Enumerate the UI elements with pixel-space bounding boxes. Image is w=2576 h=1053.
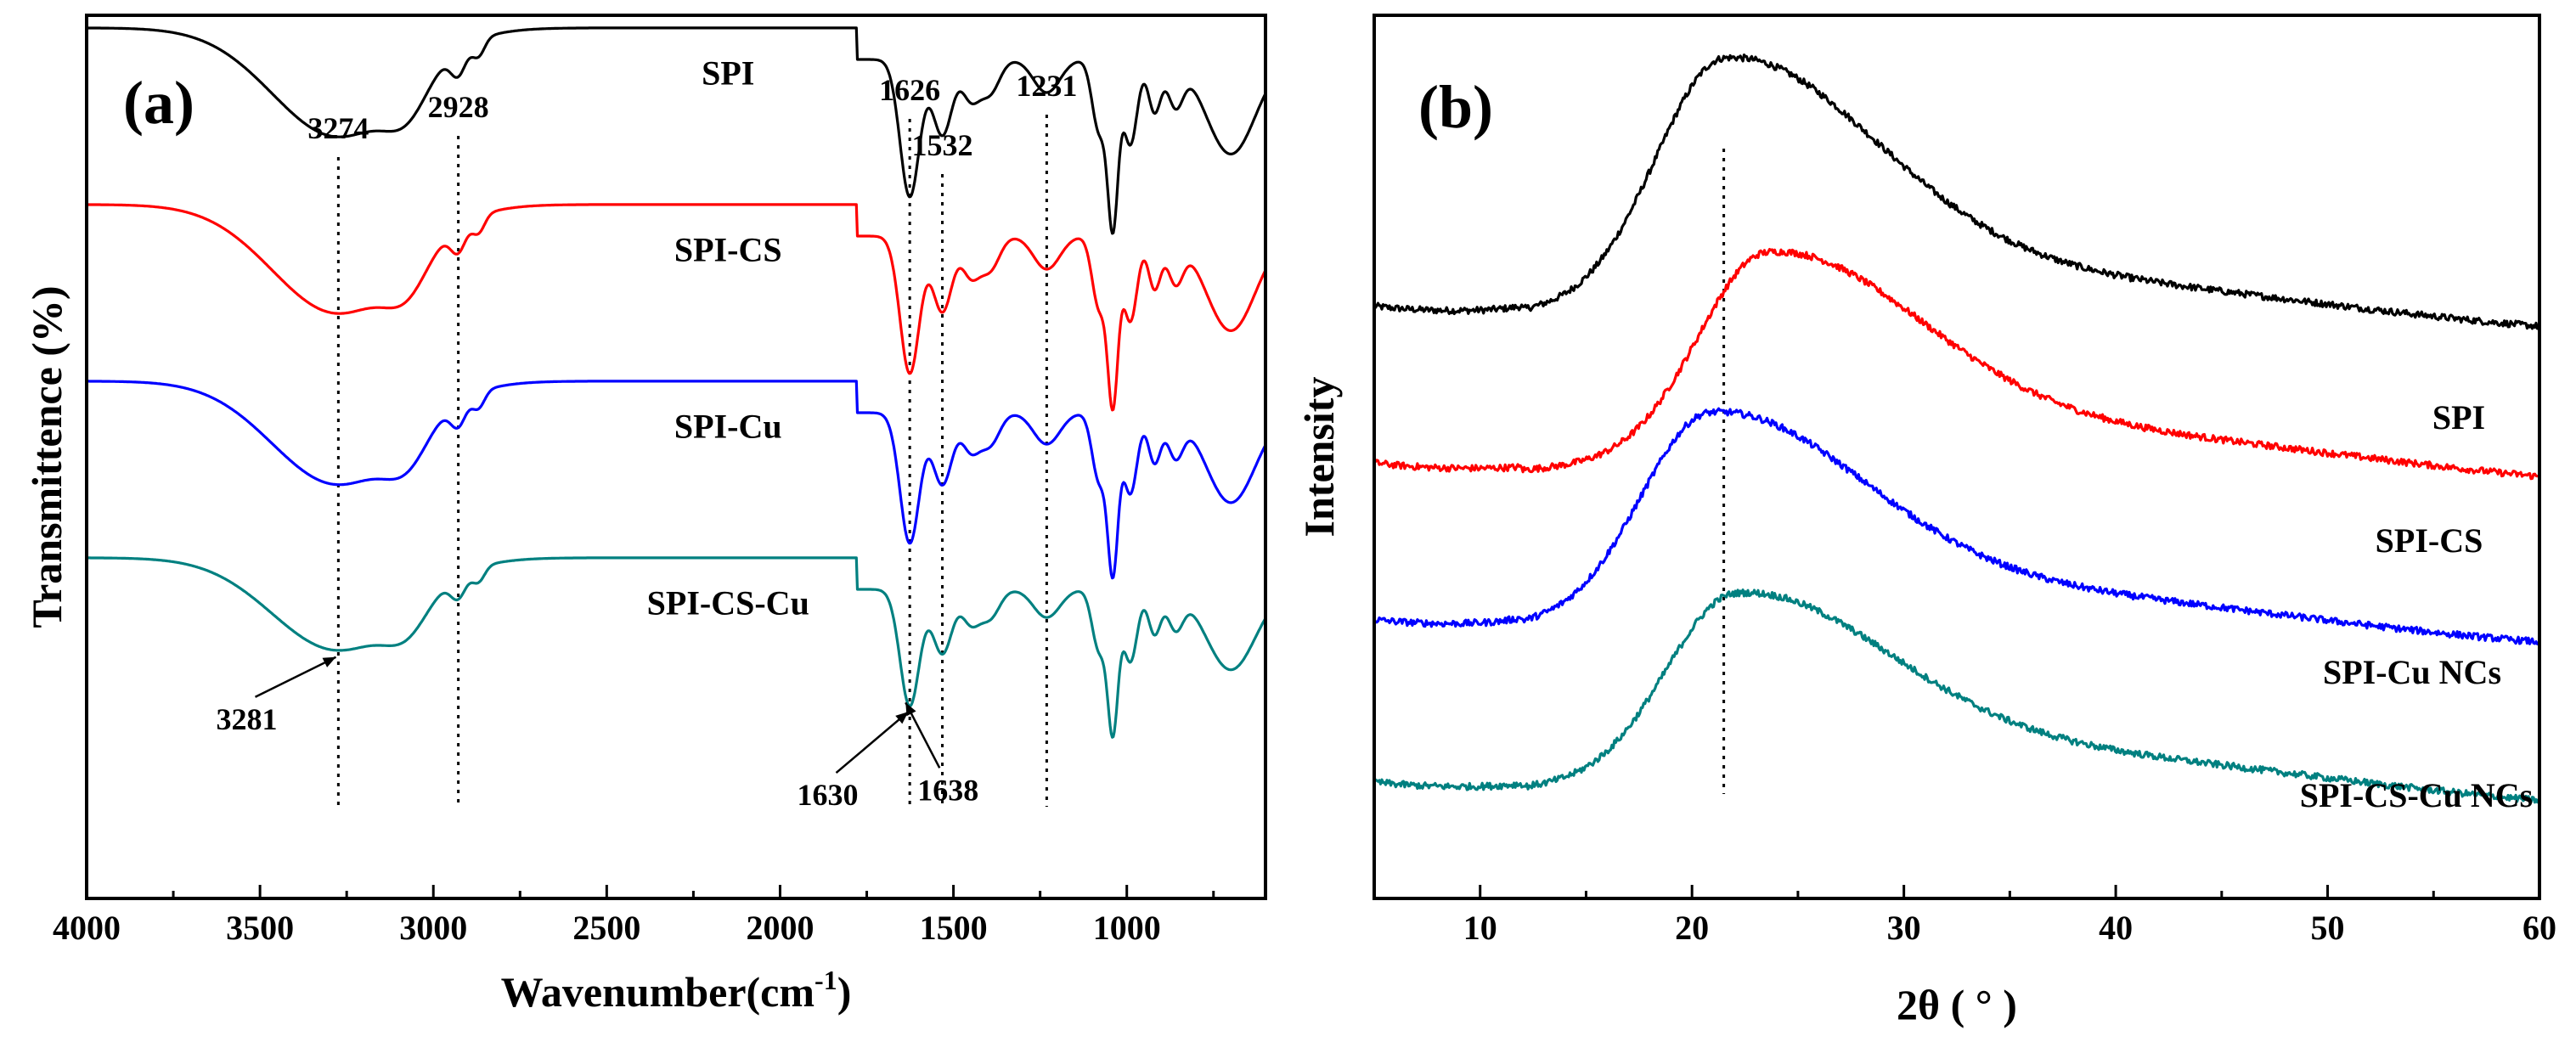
ftir-refline-label-1231: 1231 bbox=[1016, 69, 1077, 103]
ftir-x-tick-label-3000: 3000 bbox=[399, 909, 467, 947]
ftir-x-tick-label-1500: 1500 bbox=[920, 909, 988, 947]
xrd-series-label-spi-cu-ncs: SPI-Cu NCs bbox=[2323, 653, 2501, 691]
ftir-series-label-spi-cs: SPI-CS bbox=[674, 231, 782, 269]
ftir-curve-spi-cs bbox=[86, 203, 1267, 412]
xrd-x-tick-label-10: 10 bbox=[1463, 909, 1497, 947]
ftir-x-tick-label-4000: 4000 bbox=[53, 909, 121, 947]
ftir-series-label-spi: SPI bbox=[702, 54, 754, 93]
ftir-refline-label-3274: 3274 bbox=[307, 111, 369, 145]
xrd-curve-spi-cs bbox=[1373, 248, 2539, 481]
panel-b: (b) SPI SPI-CS SPI-Cu NCs SPI-CS-Cu NCs 10 2… bbox=[1295, 14, 2556, 1028]
xrd-series-label-spi-cs: SPI-CS bbox=[2376, 521, 2483, 560]
panel-a-label: (a) bbox=[123, 69, 194, 137]
xrd-x-tick-label-50: 50 bbox=[2311, 909, 2345, 947]
ftir-arrow-3281 bbox=[254, 656, 337, 698]
ftir-refline-label-1626: 1626 bbox=[879, 73, 940, 107]
ftir-arrowhead-1638 bbox=[905, 702, 916, 717]
panel-a-x-axis-title: Wavenumber(cm-1) bbox=[501, 965, 852, 1016]
ftir-arrow-label-1638: 1638 bbox=[917, 773, 978, 807]
panel-a-y-axis-title: Transmittence (%) bbox=[23, 285, 70, 628]
ftir-arrow-label-1630: 1630 bbox=[798, 778, 859, 812]
ftir-series-label-spi-cs-cu: SPI-CS-Cu bbox=[647, 584, 809, 622]
xrd-series-label-spi-cs-cu-ncs: SPI-CS-Cu NCs bbox=[2300, 776, 2534, 814]
ftir-x-tick-label-2500: 2500 bbox=[572, 909, 640, 947]
panel-a-frame bbox=[85, 14, 1267, 900]
ftir-curve-spi-cs-cu bbox=[86, 556, 1267, 739]
ftir-arrowhead-1630 bbox=[895, 712, 909, 724]
ftir-x-tick-label-3500: 3500 bbox=[226, 909, 294, 947]
ftir-curve-spi bbox=[86, 26, 1267, 235]
xrd-x-tick-label-60: 60 bbox=[2522, 909, 2556, 947]
ftir-arrow-label-3281: 3281 bbox=[217, 702, 278, 736]
panel-b-y-axis-title: Intensity bbox=[1295, 377, 1343, 538]
ftir-series-label-spi-cu: SPI-Cu bbox=[674, 408, 782, 446]
xrd-x-tick-label-30: 30 bbox=[1887, 909, 1921, 947]
ftir-arrowhead-3281 bbox=[322, 656, 336, 667]
ftir-refline-label-2928: 2928 bbox=[428, 90, 489, 124]
ftir-x-tick-label-1000: 1000 bbox=[1093, 909, 1161, 947]
ftir-curve-spi-cu bbox=[86, 380, 1267, 580]
panel-b-frame bbox=[1373, 14, 2541, 900]
xrd-curve-spi-cs-cu-ncs bbox=[1373, 588, 2540, 804]
xrd-x-tick-label-40: 40 bbox=[2099, 909, 2133, 947]
xrd-curve-spi-cu-ncs bbox=[1373, 407, 2539, 645]
panel-b-x-axis-title: 2θ ( ° ) bbox=[1897, 981, 2017, 1028]
xrd-curve-spi bbox=[1373, 53, 2540, 330]
panel-b-label: (b) bbox=[1418, 73, 1493, 141]
ftir-arrow-1630 bbox=[835, 711, 910, 774]
xrd-series-label-spi: SPI bbox=[2432, 398, 2485, 436]
xrd-x-tick-label-20: 20 bbox=[1675, 909, 1709, 947]
ftir-x-tick-label-2000: 2000 bbox=[746, 909, 814, 947]
